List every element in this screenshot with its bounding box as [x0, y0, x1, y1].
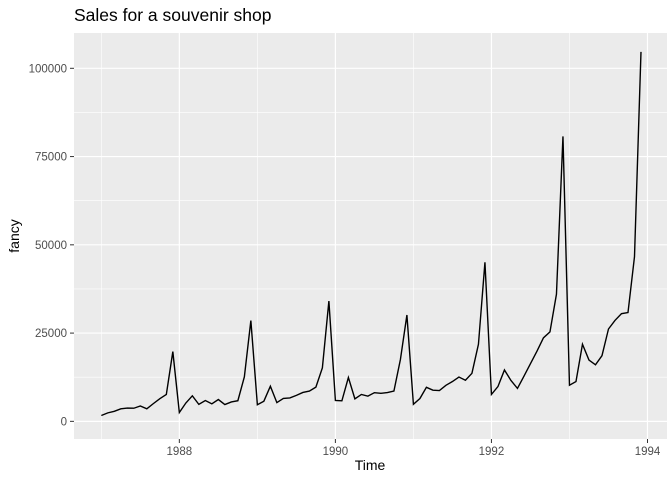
y-tick-label: 0: [61, 416, 67, 428]
y-tick-label: 25000: [35, 328, 67, 340]
grid-minor: [74, 33, 667, 439]
y-tick-label: 50000: [35, 240, 67, 252]
x-tick-label: 1992: [479, 446, 505, 458]
series-line: [101, 51, 642, 417]
y-axis: 0 25000 50000 75000 100000: [29, 63, 74, 428]
y-axis-title: fancy: [6, 219, 22, 252]
chart-title: Sales for a souvenir shop: [74, 5, 271, 25]
x-axis: 1988 1990 1992 1994: [167, 439, 661, 458]
x-tick-label: 1990: [323, 446, 349, 458]
y-tick-label: 75000: [35, 152, 67, 164]
x-tick-label: 1988: [167, 446, 193, 458]
x-axis-title: Time: [355, 457, 386, 473]
x-tick-label: 1994: [635, 446, 661, 458]
plot-panel: [74, 33, 667, 439]
y-tick-label: 100000: [29, 63, 67, 75]
